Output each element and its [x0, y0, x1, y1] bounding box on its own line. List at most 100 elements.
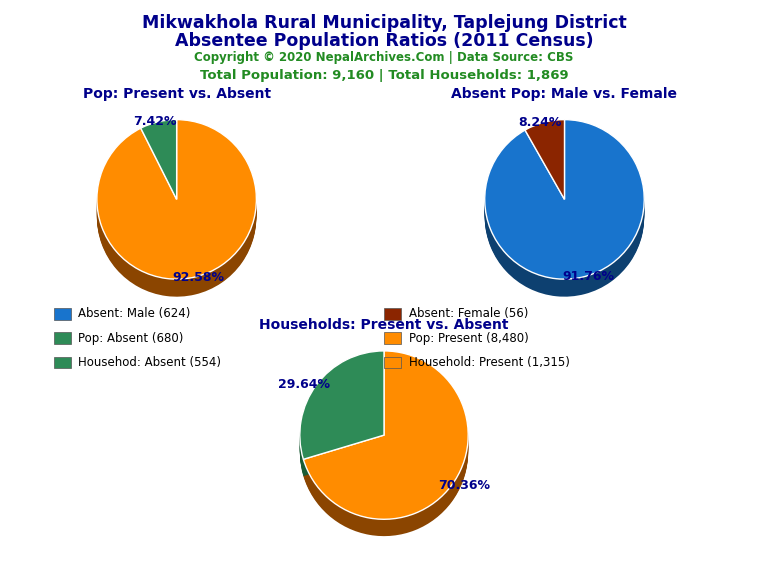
- Wedge shape: [485, 123, 644, 282]
- Wedge shape: [525, 130, 564, 209]
- Wedge shape: [303, 353, 468, 521]
- Text: 29.64%: 29.64%: [278, 378, 330, 391]
- Wedge shape: [300, 367, 384, 475]
- Wedge shape: [525, 136, 564, 216]
- Wedge shape: [525, 120, 564, 199]
- Wedge shape: [141, 126, 177, 205]
- Wedge shape: [300, 357, 384, 465]
- Wedge shape: [300, 353, 384, 461]
- Wedge shape: [525, 133, 564, 213]
- Wedge shape: [97, 128, 257, 288]
- Wedge shape: [485, 137, 644, 297]
- Wedge shape: [485, 126, 644, 285]
- Wedge shape: [141, 120, 177, 199]
- Text: Househod: Absent (554): Househod: Absent (554): [78, 356, 221, 369]
- Wedge shape: [97, 120, 257, 279]
- Text: 70.36%: 70.36%: [438, 479, 490, 492]
- Wedge shape: [141, 122, 177, 202]
- Wedge shape: [485, 136, 644, 295]
- Wedge shape: [525, 131, 564, 211]
- Wedge shape: [303, 354, 468, 522]
- Wedge shape: [303, 358, 468, 526]
- Text: 91.76%: 91.76%: [562, 270, 614, 283]
- Title: Pop: Present vs. Absent: Pop: Present vs. Absent: [83, 87, 270, 101]
- Wedge shape: [303, 363, 468, 532]
- Wedge shape: [525, 134, 564, 214]
- Wedge shape: [97, 135, 257, 295]
- Wedge shape: [485, 130, 644, 289]
- Wedge shape: [300, 359, 384, 468]
- Wedge shape: [525, 128, 564, 208]
- Wedge shape: [141, 124, 177, 204]
- Wedge shape: [97, 130, 257, 290]
- Wedge shape: [97, 126, 257, 285]
- Wedge shape: [303, 362, 468, 530]
- Text: Pop: Absent (680): Pop: Absent (680): [78, 332, 184, 344]
- Wedge shape: [525, 123, 564, 203]
- Text: Pop: Present (8,480): Pop: Present (8,480): [409, 332, 528, 344]
- Wedge shape: [141, 127, 177, 206]
- Wedge shape: [485, 135, 644, 295]
- Wedge shape: [97, 134, 257, 294]
- Wedge shape: [97, 123, 257, 283]
- Text: Absentee Population Ratios (2011 Census): Absentee Population Ratios (2011 Census): [174, 32, 594, 50]
- Wedge shape: [525, 124, 564, 204]
- Wedge shape: [300, 355, 384, 464]
- Text: Total Population: 9,160 | Total Households: 1,869: Total Population: 9,160 | Total Househol…: [200, 69, 568, 82]
- Wedge shape: [303, 367, 468, 536]
- Wedge shape: [97, 127, 257, 287]
- Wedge shape: [300, 355, 384, 463]
- Wedge shape: [300, 360, 384, 469]
- Wedge shape: [525, 122, 564, 202]
- Wedge shape: [485, 124, 644, 284]
- Text: Absent: Male (624): Absent: Male (624): [78, 308, 190, 320]
- Text: 7.42%: 7.42%: [133, 115, 177, 128]
- Wedge shape: [525, 127, 564, 206]
- Wedge shape: [97, 127, 257, 286]
- Wedge shape: [300, 367, 384, 476]
- Wedge shape: [303, 351, 468, 520]
- Wedge shape: [525, 135, 564, 215]
- Wedge shape: [141, 123, 177, 202]
- Wedge shape: [485, 120, 644, 280]
- Wedge shape: [300, 365, 384, 473]
- Wedge shape: [303, 352, 468, 520]
- Wedge shape: [525, 127, 564, 207]
- Wedge shape: [485, 134, 644, 294]
- Wedge shape: [97, 123, 257, 282]
- Wedge shape: [97, 130, 257, 289]
- Wedge shape: [303, 366, 468, 535]
- Wedge shape: [141, 134, 177, 214]
- Wedge shape: [485, 120, 644, 279]
- Wedge shape: [485, 133, 644, 293]
- Wedge shape: [141, 132, 177, 212]
- Wedge shape: [525, 123, 564, 202]
- Wedge shape: [141, 127, 177, 207]
- Wedge shape: [300, 354, 384, 462]
- Wedge shape: [303, 357, 468, 525]
- Wedge shape: [97, 133, 257, 293]
- Text: Household: Present (1,315): Household: Present (1,315): [409, 356, 569, 369]
- Wedge shape: [300, 351, 384, 459]
- Wedge shape: [141, 130, 177, 210]
- Wedge shape: [525, 126, 564, 205]
- Wedge shape: [485, 123, 644, 283]
- Wedge shape: [97, 132, 257, 292]
- Wedge shape: [141, 123, 177, 203]
- Wedge shape: [141, 130, 177, 209]
- Wedge shape: [300, 364, 384, 472]
- Text: 8.24%: 8.24%: [518, 116, 562, 128]
- Wedge shape: [485, 131, 644, 291]
- Text: Mikwakhola Rural Municipality, Taplejung District: Mikwakhola Rural Municipality, Taplejung…: [141, 14, 627, 32]
- Wedge shape: [300, 362, 384, 471]
- Wedge shape: [141, 133, 177, 213]
- Title: Absent Pop: Male vs. Female: Absent Pop: Male vs. Female: [452, 87, 677, 101]
- Wedge shape: [141, 128, 177, 208]
- Wedge shape: [97, 137, 257, 297]
- Wedge shape: [485, 127, 644, 287]
- Wedge shape: [303, 361, 468, 529]
- Wedge shape: [525, 130, 564, 210]
- Wedge shape: [525, 132, 564, 212]
- Wedge shape: [485, 130, 644, 290]
- Wedge shape: [97, 120, 257, 280]
